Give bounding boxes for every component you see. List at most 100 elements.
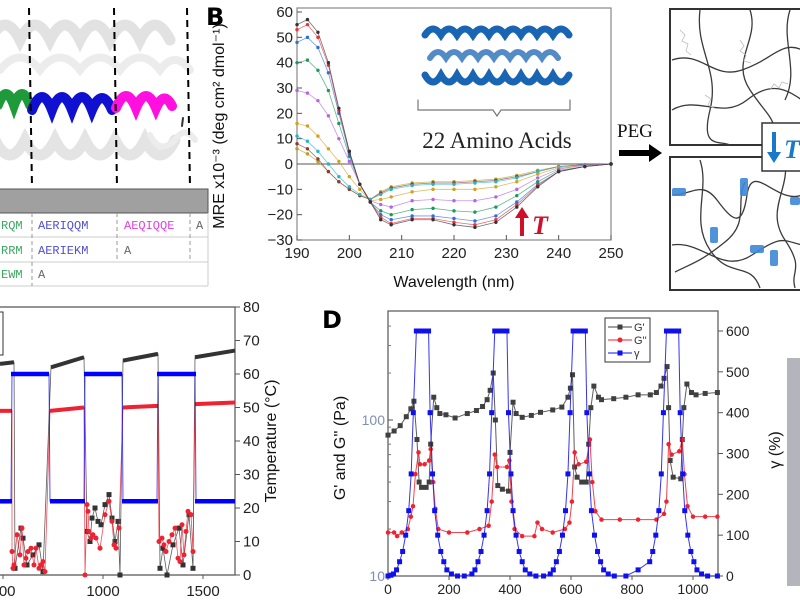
data-point — [176, 525, 182, 531]
data-point — [595, 549, 601, 554]
table-cell: AERIEKM — [38, 244, 88, 258]
data-point — [685, 532, 691, 538]
y-tick-label: 100 — [362, 412, 386, 428]
series-storage-modulus — [385, 364, 720, 494]
data-point — [515, 200, 519, 204]
data-point — [305, 152, 310, 156]
data-point — [715, 514, 720, 519]
data-point — [593, 509, 598, 514]
data-point — [432, 508, 438, 514]
x-tick-label: 600 — [559, 581, 583, 597]
data-point — [588, 508, 594, 514]
data-point — [658, 383, 664, 389]
data-point — [658, 471, 664, 477]
data-point — [347, 174, 352, 179]
data-point — [394, 567, 400, 573]
data-point — [494, 220, 498, 224]
data-point — [617, 517, 623, 522]
data-point — [163, 549, 169, 555]
data-point — [181, 552, 187, 558]
data-point — [444, 567, 450, 573]
hydrogel-network-box — [669, 156, 800, 291]
data-point — [501, 328, 507, 334]
data-point — [347, 159, 352, 164]
data-point — [452, 187, 456, 192]
data-point — [403, 532, 409, 538]
data-point — [295, 28, 299, 32]
x-tick-label: 1000 — [677, 581, 708, 597]
data-point — [379, 202, 383, 207]
data-point — [660, 410, 666, 416]
data-point — [399, 530, 404, 535]
data-point — [102, 512, 108, 518]
data-point — [423, 484, 429, 490]
data-point — [487, 387, 493, 393]
data-point — [567, 385, 573, 391]
data-point — [677, 410, 683, 416]
data-point — [397, 423, 403, 429]
data-point — [106, 492, 112, 498]
data-point — [499, 486, 505, 492]
data-point — [179, 522, 185, 528]
data-point — [159, 535, 165, 541]
data-point — [653, 390, 659, 396]
data-point — [680, 471, 686, 477]
data-point — [25, 549, 31, 555]
data-point — [379, 218, 383, 222]
data-point — [295, 147, 299, 151]
data-point — [416, 479, 422, 485]
x-tick-label: 500 — [0, 583, 16, 600]
data-point — [113, 545, 119, 551]
data-point — [494, 214, 498, 218]
panel-label-d: D — [322, 306, 342, 334]
data-point — [403, 414, 409, 420]
panel-a: RQM AERIQQM AEQIQQE A RRM AERIEKM A EWM … — [0, 7, 209, 287]
data-point — [326, 114, 331, 118]
data-point — [414, 436, 420, 442]
data-point — [663, 328, 669, 334]
data-point — [599, 517, 604, 522]
modulus-plateau — [0, 360, 15, 366]
data-point — [36, 542, 42, 548]
data-point — [513, 411, 519, 417]
series-line — [296, 59, 612, 216]
data-point — [588, 405, 594, 411]
data-point — [347, 149, 352, 154]
y-right-tick-label: 40 — [243, 433, 260, 450]
data-point — [539, 526, 545, 532]
data-point — [574, 474, 580, 480]
table-cell: A — [196, 219, 204, 233]
helix-dimer-inset — [417, 25, 573, 118]
data-point — [112, 539, 118, 544]
modulus-plateau — [49, 405, 85, 413]
data-point — [183, 528, 189, 534]
data-point — [582, 328, 588, 334]
data-point — [623, 394, 629, 400]
data-point — [419, 328, 425, 334]
data-point — [492, 328, 498, 334]
series-loss-modulus — [385, 437, 720, 539]
data-point — [42, 569, 48, 575]
data-point — [31, 562, 37, 568]
temperature-cycle-chart: 500 1000 1500 0 10 20 30 40 50 60 70 80 Temperature … — [0, 299, 280, 600]
data-point — [408, 406, 414, 412]
data-point — [97, 545, 103, 551]
y-right-tick-label: 10 — [243, 534, 260, 551]
data-point — [492, 417, 498, 423]
data-point — [9, 549, 15, 555]
data-point — [82, 572, 88, 578]
data-point — [576, 462, 581, 467]
data-point — [431, 187, 435, 192]
data-point — [576, 328, 582, 334]
data-point — [389, 187, 393, 192]
data-point — [92, 505, 98, 511]
data-point — [666, 441, 671, 447]
green-helix — [0, 89, 35, 120]
data-point — [515, 187, 519, 192]
data-point — [664, 499, 669, 504]
data-point — [595, 394, 601, 400]
data-point — [11, 562, 17, 568]
y-right-tick-label: 600 — [726, 323, 750, 339]
data-point — [487, 471, 493, 477]
data-point — [522, 567, 528, 573]
